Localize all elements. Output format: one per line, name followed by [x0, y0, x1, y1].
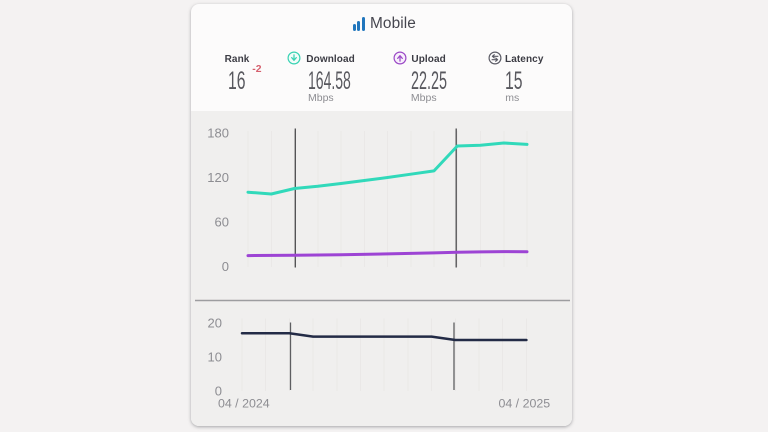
svg-text:0: 0 — [215, 383, 222, 398]
svg-text:10: 10 — [208, 350, 222, 365]
svg-text:04 / 2025: 04 / 2025 — [498, 397, 550, 411]
svg-text:04 / 2024: 04 / 2024 — [218, 397, 270, 411]
svg-text:20: 20 — [208, 316, 222, 331]
svg-text:120: 120 — [207, 170, 229, 185]
svg-text:180: 180 — [207, 126, 229, 141]
svg-text:60: 60 — [215, 214, 229, 229]
svg-text:0: 0 — [222, 259, 229, 274]
